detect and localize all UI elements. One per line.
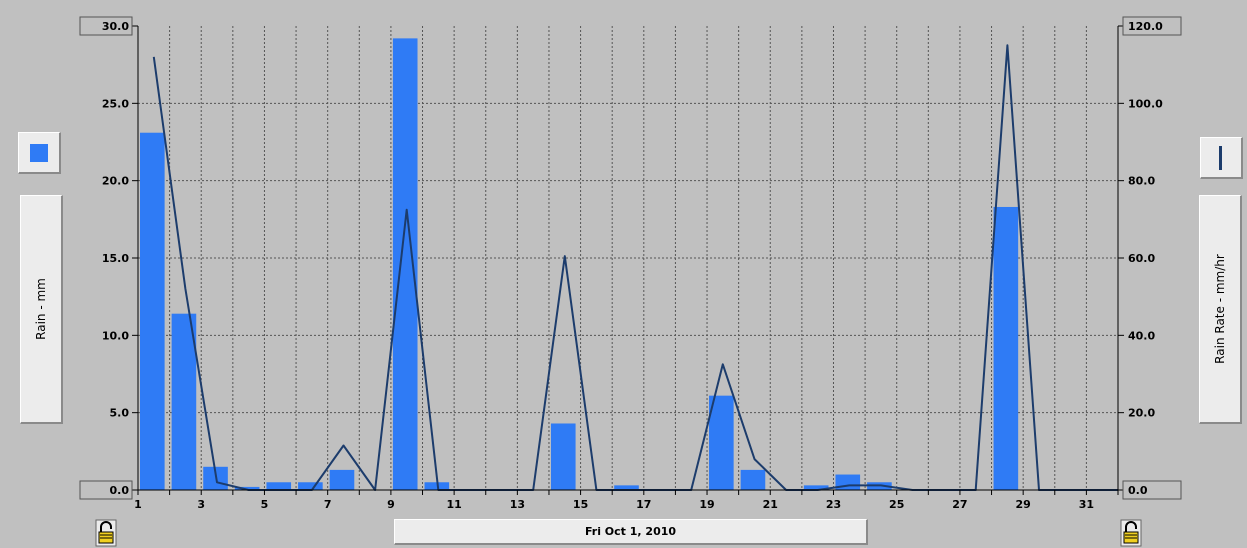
axes: 0.0 5.0 10.0 15.0 20.0 25.0 30.0 0.0 20.0 40.0 60.…	[79, 16, 1182, 511]
x-tick-label: 19	[699, 498, 714, 511]
rain-bar	[140, 132, 165, 490]
left-tick-box	[79, 16, 133, 36]
right-series-swatch-button[interactable]	[1200, 137, 1243, 179]
right-axis-label-button[interactable]: Rain Rate - mm/hr	[1199, 195, 1242, 424]
left-tick-label: 20.0	[102, 175, 129, 188]
right-tick-label: 0.0	[1128, 484, 1148, 497]
rain-bar	[550, 423, 576, 490]
left-axis-label: Rain - mm	[34, 278, 48, 340]
right-tick-label: 100.0	[1128, 97, 1163, 110]
rain-bar	[803, 485, 829, 490]
left-tick-label: 5.0	[110, 407, 130, 420]
rain-bar	[709, 395, 734, 490]
padlock-icon-right[interactable]	[1120, 519, 1142, 547]
right-axis-label: Rain Rate - mm/hr	[1213, 254, 1227, 364]
x-tick-label: 29	[1016, 498, 1031, 511]
rain-bar	[740, 469, 766, 490]
x-tick-label: 11	[446, 498, 461, 511]
left-tick-label: 0.0	[110, 484, 130, 497]
x-tick-label: 13	[510, 498, 525, 511]
x-tick-label: 15	[573, 498, 588, 511]
right-tick-label: 20.0	[1128, 407, 1155, 420]
right-tick-label: 60.0	[1128, 252, 1155, 265]
rain-bar	[614, 485, 639, 490]
bar-series	[140, 38, 1019, 491]
x-tick-label: 5	[261, 498, 269, 511]
rain-bar	[234, 486, 260, 490]
x-tick-label: 9	[387, 498, 395, 511]
right-tick-label: 120.0	[1128, 20, 1163, 33]
right-tick-label: 80.0	[1128, 175, 1155, 188]
date-bar[interactable]: Fri Oct 1, 2010	[394, 519, 868, 545]
x-tick-label: 25	[889, 498, 904, 511]
padlock-icon-left[interactable]	[95, 519, 117, 547]
left-series-swatch-button[interactable]	[18, 132, 61, 174]
right-tick-box	[1122, 480, 1182, 500]
grid	[138, 26, 1118, 490]
left-tick-label: 10.0	[102, 329, 129, 342]
right-tick-label: 40.0	[1128, 329, 1155, 342]
rain-rate-line	[152, 44, 1118, 491]
x-tick-label: 23	[826, 498, 841, 511]
x-tick-label: 17	[636, 498, 651, 511]
x-tick-label: 21	[763, 498, 778, 511]
date-label: Fri Oct 1, 2010	[584, 525, 677, 538]
left-tick-box	[79, 480, 133, 500]
left-tick-label: 25.0	[102, 97, 129, 110]
line-icon	[1219, 146, 1222, 170]
blue-square-icon	[30, 144, 48, 162]
rain-bar	[329, 469, 355, 490]
left-axis-label-button[interactable]: Rain - mm	[20, 195, 63, 424]
x-tick-label: 3	[197, 498, 205, 511]
right-tick-box	[1122, 16, 1182, 36]
x-tick-label: 27	[952, 498, 967, 511]
rain-bar	[424, 482, 450, 490]
x-tick-label: 1	[134, 498, 142, 511]
rain-bar	[171, 313, 197, 490]
rain-bar	[298, 482, 323, 490]
left-tick-label: 15.0	[102, 252, 129, 265]
left-tick-label: 30.0	[102, 20, 129, 33]
rain-bar	[266, 482, 292, 490]
x-tick-label: 7	[324, 498, 332, 511]
x-tick-label: 31	[1079, 498, 1094, 511]
rain-bar	[993, 206, 1019, 490]
